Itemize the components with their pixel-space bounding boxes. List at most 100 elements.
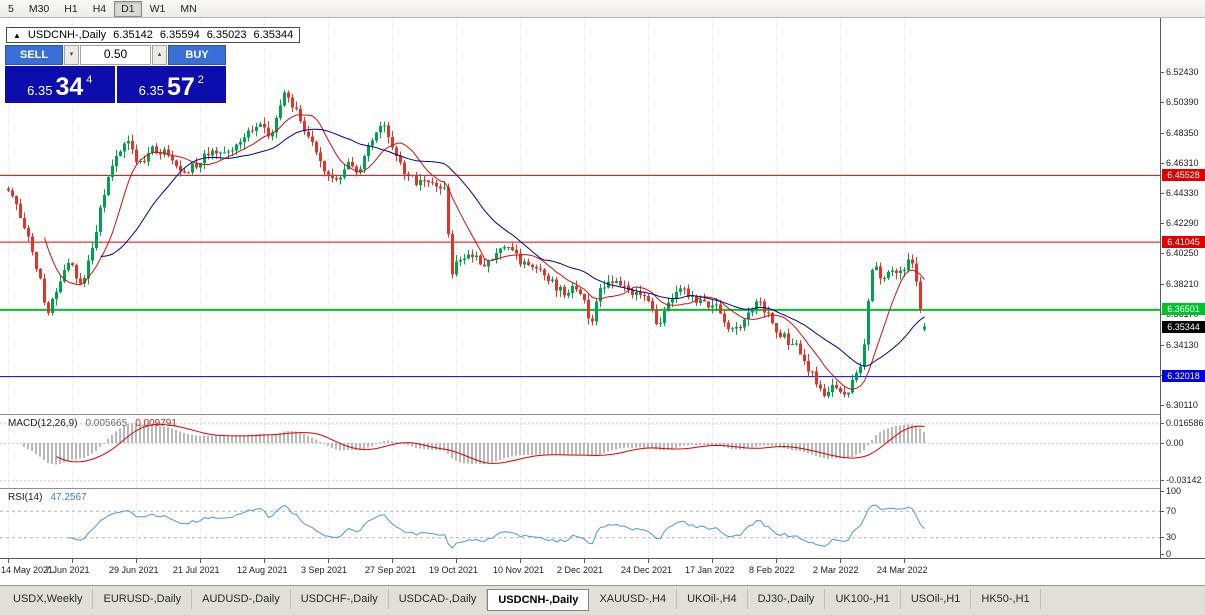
rsi-axis-label: 100	[1166, 486, 1182, 496]
bottom-tab-bar: USDX,Weekly EURUSD-,Daily AUDUSD-,Daily USD…	[0, 585, 1205, 615]
axis-tick	[1161, 480, 1164, 482]
price-axis-label: 6.52430	[1166, 66, 1199, 77]
date-tick	[520, 559, 521, 563]
axis-tick	[1161, 554, 1164, 555]
timeframe-button-mn[interactable]: MN	[180, 2, 197, 15]
ohlc-open: 6.35142	[113, 29, 153, 41]
price-axis-label: 6.34130	[1166, 339, 1199, 350]
chart-tab[interactable]: EURUSD-,Daily	[93, 589, 193, 609]
date-label: 2 Dec 2021	[557, 565, 604, 575]
hline-price-tag[interactable]: 6.41045	[1162, 235, 1205, 248]
price-axis-label: 6.48350	[1166, 127, 1199, 138]
date-tick	[328, 559, 329, 563]
axis-tick	[1161, 404, 1164, 406]
price-axis-label: 6.30110	[1166, 399, 1198, 410]
date-tick	[200, 559, 201, 563]
chart-tab[interactable]: AUDUSD-,Daily	[192, 589, 291, 609]
chart-tab[interactable]: USDCHF-,Daily	[291, 589, 389, 609]
macd-signal-value: 0.009791	[135, 418, 177, 429]
date-tick	[776, 559, 777, 563]
macd-label: MACD(12,26,9) 0.005665 0.009791	[8, 418, 177, 429]
chart-tab[interactable]: USDCAD-,Daily	[389, 589, 488, 609]
chart-tab[interactable]: USDX,Weekly	[3, 589, 94, 609]
chart-tab[interactable]: HK50-,H1	[971, 589, 1041, 609]
timeframe-button-d1[interactable]: D1	[114, 0, 142, 17]
axis-tick	[1161, 537, 1164, 539]
sell-price-display[interactable]: 6.35 34 4	[5, 66, 115, 103]
date-axis[interactable]: 14 May 2021 7 Jun 2021 29 Jun 2021 21 Jul 2…	[0, 558, 1205, 585]
axis-tick	[1161, 71, 1164, 73]
axis-tick	[1161, 253, 1164, 255]
date-tick	[72, 559, 73, 563]
one-click-trading-panel: SELL ▾ 0.50 ▴ BUY 6.35 34 4 6.35 57 2	[5, 45, 226, 103]
chart-tab[interactable]: USDCNH-,Daily	[487, 589, 590, 611]
rsi-axis-label: 70	[1166, 505, 1177, 516]
timeframe-toolbar: 5 M30 H1 H4 D1 W1 MN	[0, 0, 1205, 18]
chart-tab[interactable]: USOil-,H1	[901, 589, 972, 609]
axis-tick	[1161, 163, 1164, 165]
date-label: 3 Sep 2021	[301, 565, 348, 575]
axis-tick	[1161, 192, 1164, 194]
chart-tab[interactable]: UK100-,H1	[825, 589, 901, 609]
price-axis[interactable]: 6.52430 6.50390 6.48350 6.46310 6.44330 6.422…	[1160, 18, 1205, 559]
price-axis-label: 6.44330	[1166, 187, 1199, 198]
volume-input[interactable]: 0.50	[80, 45, 151, 65]
date-label: 7 Jun 2021	[45, 565, 90, 575]
date-label: 14 May 2021	[1, 565, 54, 575]
axis-tick	[1161, 132, 1164, 134]
date-label: 21 Jul 2021	[173, 565, 220, 575]
macd-indicator-pane[interactable]	[0, 415, 1160, 488]
date-tick	[392, 559, 393, 563]
volume-increase-button[interactable]: ▴	[152, 45, 167, 65]
date-label: 19 Oct 2021	[429, 565, 479, 575]
date-tick	[8, 559, 9, 563]
ma-fast-red	[44, 114, 925, 390]
sell-button[interactable]: SELL	[5, 45, 63, 65]
axis-tick	[1161, 344, 1164, 346]
rsi-name: RSI(14)	[8, 492, 43, 503]
date-tick	[648, 559, 649, 563]
rsi-indicator-pane[interactable]	[0, 489, 1160, 557]
timeframe-button-h4[interactable]: H4	[92, 2, 107, 15]
date-label: 24 Mar 2022	[877, 565, 928, 575]
chart-tab[interactable]: UKOil-,H4	[677, 589, 748, 609]
ohlc-low: 6.35023	[206, 29, 247, 41]
macd-axis-label: 0.016586	[1166, 418, 1204, 429]
date-label: 27 Sep 2021	[365, 565, 417, 575]
hline-price-tag[interactable]: 6.32018	[1162, 370, 1205, 383]
volume-decrease-button[interactable]: ▾	[64, 45, 79, 65]
ohlc-high: 6.35594	[159, 29, 200, 41]
rsi-value: 47.2567	[50, 492, 87, 503]
rsi-label: RSI(14) 47.2567	[8, 492, 87, 503]
timeframe-button-w1[interactable]: W1	[149, 2, 166, 15]
expand-arrow-icon[interactable]: ▲	[13, 30, 21, 40]
pane-divider[interactable]	[0, 414, 1205, 416]
ma-slow-blue	[100, 128, 925, 367]
timeframe-button-5[interactable]: 5	[8, 2, 14, 15]
pane-divider[interactable]	[0, 488, 1205, 490]
axis-tick	[1161, 442, 1164, 444]
date-tick	[456, 559, 457, 563]
price-axis-label: 6.38210	[1166, 278, 1199, 289]
price-axis-label: 6.46310	[1166, 158, 1199, 169]
chart-info-box: ▲ USDCNH-,Daily 6.35142 6.35594 6.35023 …	[6, 27, 301, 43]
hline-price-tag[interactable]: 6.45528	[1162, 168, 1205, 181]
buy-price-display[interactable]: 6.35 57 2	[116, 66, 226, 103]
buy-button[interactable]: BUY	[168, 45, 226, 65]
timeframe-button-m30[interactable]: M30	[28, 2, 50, 15]
rsi-axis-label: 30	[1166, 532, 1177, 543]
chart-tab[interactable]: DJ30-,Daily	[748, 589, 826, 609]
horizontal-lines	[0, 174, 1160, 378]
date-tick	[136, 559, 137, 563]
axis-tick	[1161, 510, 1164, 512]
chart-window: 6.52430 6.50390 6.48350 6.46310 6.44330 6.422…	[0, 18, 1205, 585]
price-axis-label: 6.50390	[1166, 97, 1199, 108]
hline-price-tag[interactable]: 6.36501	[1162, 303, 1205, 316]
axis-tick	[1161, 423, 1164, 425]
price-axis-label: 6.42290	[1166, 218, 1199, 229]
date-label: 10 Nov 2021	[493, 565, 545, 575]
ohlc-close: 6.35344	[253, 29, 294, 41]
timeframe-button-h1[interactable]: H1	[64, 2, 78, 15]
sell-pips: 34	[55, 73, 84, 101]
chart-tab[interactable]: XAUUSD-,H4	[589, 589, 678, 609]
